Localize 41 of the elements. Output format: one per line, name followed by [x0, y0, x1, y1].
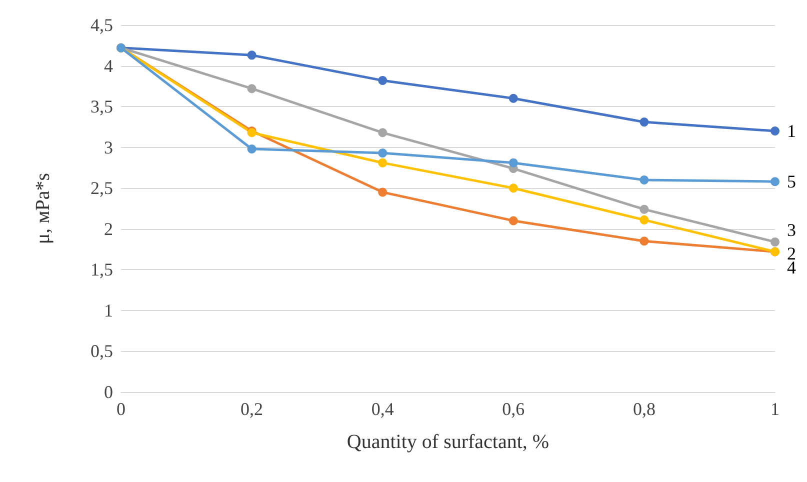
- point: [247, 50, 256, 60]
- x-tick-label: 0,8: [632, 399, 656, 419]
- y-tick-label: 0: [104, 382, 113, 402]
- y-tick-label: 1: [104, 300, 113, 320]
- point: [508, 158, 518, 168]
- point: [378, 158, 388, 168]
- x-tick-label: 1: [770, 399, 780, 419]
- y-tick-label: 3: [104, 137, 113, 158]
- x-tick-label: 0,6: [502, 399, 525, 419]
- point: [508, 216, 518, 226]
- point: [378, 188, 388, 197]
- point: [640, 175, 649, 184]
- y-tick-label: 1,5: [90, 260, 113, 280]
- y-tick-label: 2,5: [90, 178, 113, 198]
- series-label: 1: [787, 121, 796, 142]
- y-tick-label: 4,5: [90, 15, 113, 35]
- point: [640, 215, 649, 224]
- y-axis-title: μ, мPa*s: [32, 172, 54, 244]
- series-label: 5: [787, 172, 796, 192]
- point: [378, 76, 388, 85]
- point: [378, 128, 388, 138]
- y-tick-label: 0,5: [90, 341, 113, 362]
- point: [640, 236, 649, 246]
- y-tick-label: 3,5: [90, 96, 113, 117]
- point: [770, 237, 780, 246]
- point: [508, 94, 518, 103]
- x-tick-label: 0,4: [371, 399, 394, 419]
- point: [770, 126, 780, 136]
- point: [508, 184, 518, 193]
- point: [247, 84, 256, 94]
- point: [640, 118, 649, 127]
- series-label: 3: [787, 220, 796, 240]
- x-tick-label: 0: [116, 399, 126, 419]
- y-tick-label: 4: [104, 56, 113, 76]
- x-axis-title: Quantity of surfactant, %: [346, 431, 550, 453]
- point: [640, 204, 649, 214]
- point: [378, 148, 388, 158]
- point: [247, 144, 256, 154]
- y-tick-label: 2: [104, 218, 113, 239]
- x-tick-label: 0,2: [240, 399, 264, 419]
- point: [770, 177, 780, 186]
